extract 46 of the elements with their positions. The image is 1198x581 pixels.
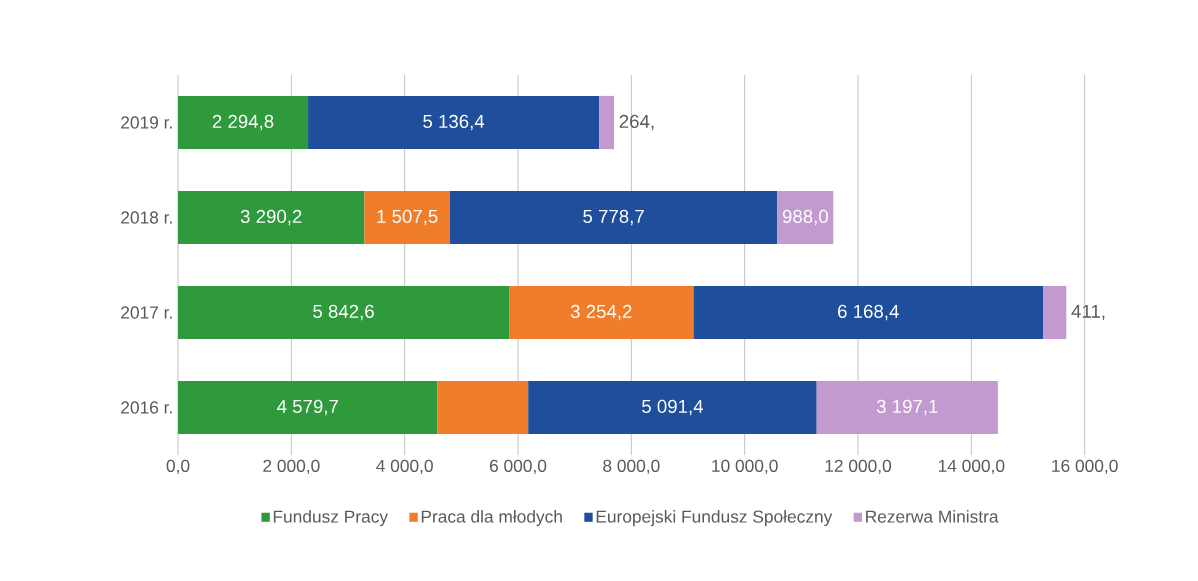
x-tick-label: 6 000,0 (489, 459, 547, 475)
data-label: 411, (1071, 304, 1105, 321)
data-label: 4 579,7 (277, 399, 338, 416)
bar (693, 285, 1044, 340)
x-tick-label: 12 000,0 (825, 459, 892, 475)
data-label: 1 507,5 (377, 209, 438, 226)
data-label: 5 778,7 (583, 209, 644, 226)
data-label: 3 254,2 (570, 304, 632, 321)
bar (528, 380, 817, 435)
x-tick-label: 4 000,0 (376, 459, 433, 475)
bar (816, 380, 998, 435)
bar (777, 190, 834, 245)
legend-label: Fundusz Pracy (273, 509, 388, 527)
bar (178, 380, 438, 435)
y-tick-label: 2017 r. (121, 306, 172, 319)
bar (308, 95, 600, 150)
bar (178, 190, 365, 245)
data-label: 5 091,4 (642, 399, 704, 416)
bar (1043, 285, 1067, 340)
x-tick-label: 16 000,0 (1052, 459, 1118, 475)
bar (449, 190, 778, 245)
legend-label: Rezerwa Ministra (866, 509, 999, 523)
bar (509, 285, 694, 340)
bar (437, 380, 529, 435)
data-label: 6 168,4 (838, 304, 899, 321)
data-label: 5 136,4 (423, 114, 485, 131)
x-tick-label: 0,0 (166, 459, 190, 475)
bar (178, 285, 510, 340)
data-label: 3 290,2 (240, 209, 302, 226)
data-label: 264, (619, 114, 654, 131)
x-tick-label: 8 000,0 (603, 459, 660, 475)
x-tick-label: 10 000,0 (712, 459, 778, 475)
bar (364, 190, 450, 245)
legend-label: Europejski Fundusz Społeczny (596, 509, 833, 527)
data-label: 5 842,6 (313, 304, 374, 321)
data-label: 3 197,1 (876, 399, 938, 416)
y-tick-label: 2019 r. (121, 116, 172, 129)
y-tick-label: 2016 r. (121, 401, 172, 414)
x-tick-label: 14 000,0 (938, 459, 1005, 475)
y-tick-label: 2018 r. (121, 211, 172, 224)
data-label: 2 294,8 (212, 114, 274, 131)
bar (178, 95, 309, 150)
bar (599, 95, 615, 150)
legend-label: Praca dla młodych (421, 509, 562, 527)
data-label: 988,0 (782, 209, 828, 226)
x-tick-label: 2 000,0 (263, 459, 320, 475)
